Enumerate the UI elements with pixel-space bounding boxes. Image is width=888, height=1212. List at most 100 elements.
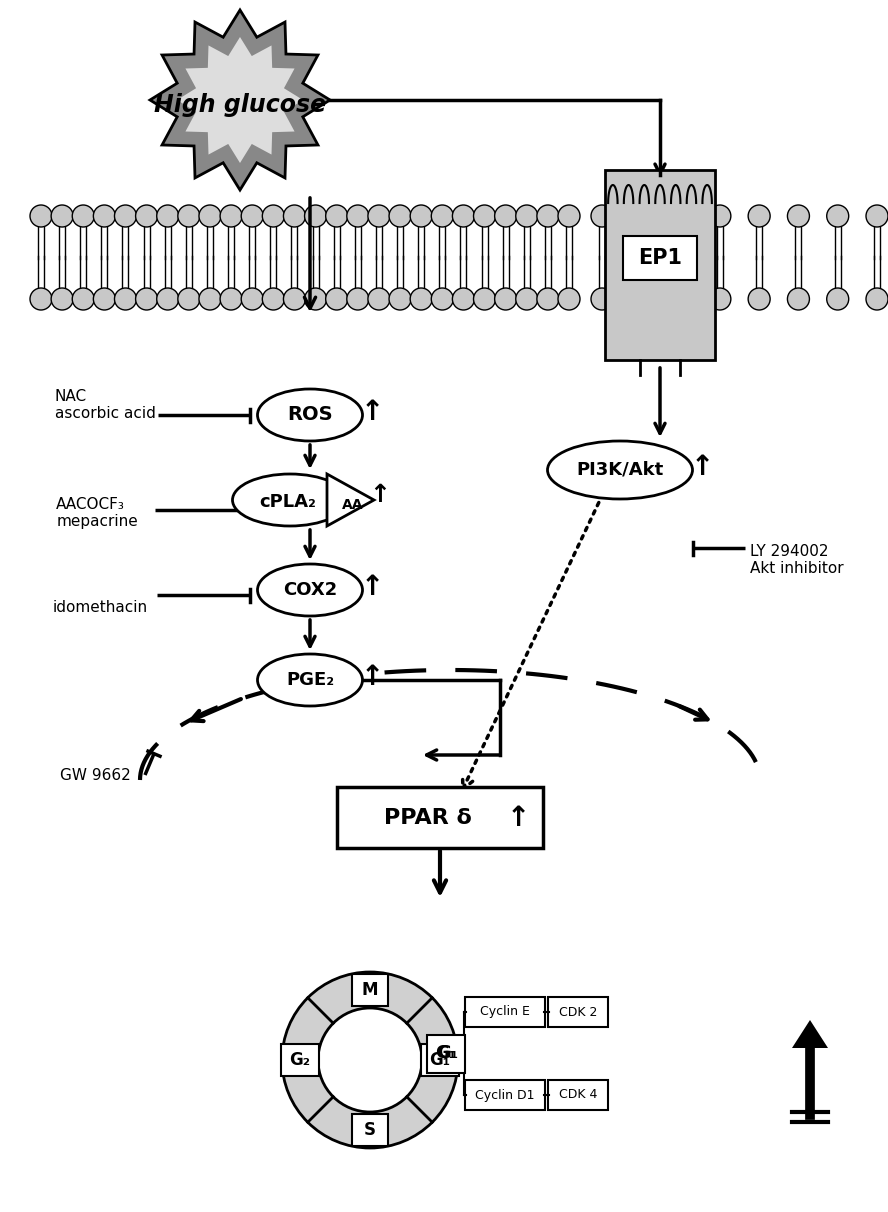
Circle shape bbox=[827, 205, 849, 227]
Circle shape bbox=[410, 205, 432, 227]
FancyBboxPatch shape bbox=[352, 1114, 388, 1147]
Circle shape bbox=[709, 205, 731, 227]
FancyBboxPatch shape bbox=[421, 1044, 459, 1076]
Text: High glucose: High glucose bbox=[154, 93, 326, 118]
Circle shape bbox=[72, 288, 94, 310]
Text: G₁: G₁ bbox=[435, 1045, 456, 1063]
Circle shape bbox=[495, 205, 517, 227]
Circle shape bbox=[220, 288, 242, 310]
Text: AACOCF₃
mepacrine: AACOCF₃ mepacrine bbox=[56, 497, 138, 530]
FancyBboxPatch shape bbox=[548, 997, 608, 1027]
Text: ↑: ↑ bbox=[506, 804, 529, 831]
Circle shape bbox=[558, 205, 580, 227]
FancyBboxPatch shape bbox=[548, 1080, 608, 1110]
Circle shape bbox=[749, 205, 770, 227]
Text: G₁: G₁ bbox=[437, 1045, 458, 1063]
Circle shape bbox=[558, 288, 580, 310]
Circle shape bbox=[305, 288, 327, 310]
Circle shape bbox=[537, 288, 559, 310]
Circle shape bbox=[630, 205, 653, 227]
Text: G₁: G₁ bbox=[430, 1051, 450, 1069]
Circle shape bbox=[670, 288, 692, 310]
Circle shape bbox=[156, 205, 178, 227]
Circle shape bbox=[788, 205, 810, 227]
Circle shape bbox=[432, 288, 453, 310]
Circle shape bbox=[347, 288, 369, 310]
Circle shape bbox=[368, 205, 390, 227]
Circle shape bbox=[115, 205, 137, 227]
Circle shape bbox=[473, 205, 496, 227]
Circle shape bbox=[52, 205, 73, 227]
Circle shape bbox=[473, 288, 496, 310]
Circle shape bbox=[410, 288, 432, 310]
Circle shape bbox=[93, 288, 115, 310]
Circle shape bbox=[283, 288, 305, 310]
Circle shape bbox=[326, 288, 348, 310]
Ellipse shape bbox=[233, 474, 347, 526]
FancyBboxPatch shape bbox=[623, 235, 697, 280]
Text: idomethacin: idomethacin bbox=[52, 600, 147, 616]
Circle shape bbox=[178, 288, 200, 310]
Circle shape bbox=[788, 288, 810, 310]
Circle shape bbox=[452, 205, 474, 227]
Ellipse shape bbox=[258, 389, 362, 441]
Text: GW 9662: GW 9662 bbox=[59, 767, 131, 783]
Circle shape bbox=[93, 205, 115, 227]
Text: Cyclin D1: Cyclin D1 bbox=[475, 1088, 535, 1102]
Text: ↑: ↑ bbox=[361, 573, 384, 601]
Circle shape bbox=[670, 205, 692, 227]
Text: PPAR δ: PPAR δ bbox=[385, 807, 472, 828]
Text: PGE₂: PGE₂ bbox=[286, 671, 334, 688]
Circle shape bbox=[178, 205, 200, 227]
Ellipse shape bbox=[258, 654, 362, 707]
Circle shape bbox=[262, 205, 284, 227]
Circle shape bbox=[30, 205, 52, 227]
FancyBboxPatch shape bbox=[337, 787, 543, 848]
Text: ↑: ↑ bbox=[361, 398, 384, 425]
Circle shape bbox=[30, 288, 52, 310]
Ellipse shape bbox=[258, 564, 362, 616]
Circle shape bbox=[52, 288, 73, 310]
Text: COX2: COX2 bbox=[283, 581, 337, 599]
Text: ROS: ROS bbox=[287, 406, 333, 424]
Polygon shape bbox=[327, 474, 374, 526]
Text: EP1: EP1 bbox=[638, 247, 682, 268]
Circle shape bbox=[156, 288, 178, 310]
Circle shape bbox=[495, 288, 517, 310]
Text: S: S bbox=[364, 1121, 376, 1139]
Circle shape bbox=[630, 288, 653, 310]
Circle shape bbox=[305, 205, 327, 227]
Circle shape bbox=[452, 288, 474, 310]
Text: LY 294002
Akt inhibitor: LY 294002 Akt inhibitor bbox=[750, 544, 844, 576]
Circle shape bbox=[72, 205, 94, 227]
Text: ↑: ↑ bbox=[369, 484, 391, 507]
Text: ↑: ↑ bbox=[361, 663, 384, 691]
Text: AA: AA bbox=[342, 498, 364, 511]
Circle shape bbox=[136, 288, 157, 310]
Text: CDK 2: CDK 2 bbox=[559, 1006, 598, 1018]
Circle shape bbox=[347, 205, 369, 227]
Circle shape bbox=[591, 288, 613, 310]
Circle shape bbox=[262, 288, 284, 310]
Circle shape bbox=[242, 288, 263, 310]
FancyBboxPatch shape bbox=[427, 1035, 465, 1073]
Circle shape bbox=[516, 288, 538, 310]
Ellipse shape bbox=[548, 441, 693, 499]
Polygon shape bbox=[150, 10, 330, 190]
Text: Cyclin E: Cyclin E bbox=[480, 1006, 530, 1018]
Text: M: M bbox=[361, 981, 378, 999]
Circle shape bbox=[709, 288, 731, 310]
Text: G₂: G₂ bbox=[289, 1051, 311, 1069]
FancyBboxPatch shape bbox=[605, 170, 715, 360]
Circle shape bbox=[242, 205, 263, 227]
Circle shape bbox=[368, 288, 390, 310]
Circle shape bbox=[591, 205, 613, 227]
Polygon shape bbox=[177, 38, 303, 162]
FancyBboxPatch shape bbox=[465, 1080, 545, 1110]
Circle shape bbox=[199, 288, 221, 310]
Circle shape bbox=[516, 205, 538, 227]
Circle shape bbox=[326, 205, 348, 227]
Text: ↑: ↑ bbox=[690, 453, 714, 481]
Circle shape bbox=[866, 288, 888, 310]
Circle shape bbox=[199, 205, 221, 227]
